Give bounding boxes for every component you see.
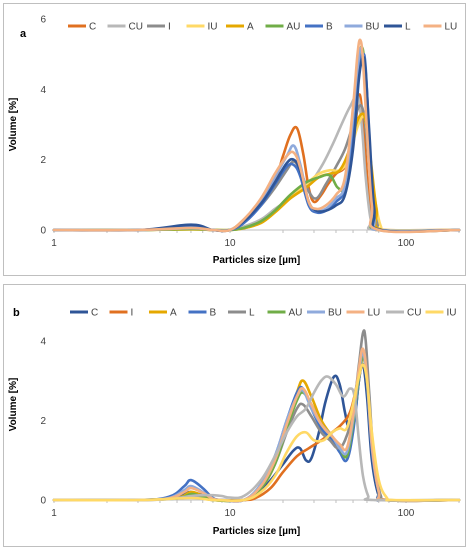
series-line-BU — [52, 351, 461, 503]
legend-label-C: C — [91, 308, 98, 319]
x-tick-label: 1 — [51, 508, 57, 519]
series-line-A — [52, 112, 461, 233]
y-tick-label: 6 — [40, 15, 46, 26]
legend-label-L: L — [405, 22, 411, 33]
y-tick-label: 0 — [40, 496, 46, 507]
legend-label-C: C — [89, 22, 96, 33]
panel-label-b: b — [13, 307, 20, 319]
legend-label-AU: AU — [287, 22, 301, 33]
x-tick-label: 10 — [224, 508, 236, 519]
x-axis-title: Particles size [µm] — [213, 526, 300, 537]
chart-svg-a: a 0 2 4 6 1 10 100 Particles size [µm] Volume [%]… — [8, 15, 461, 266]
legend-label-L: L — [249, 308, 255, 319]
series-line-L — [52, 329, 461, 503]
y-axis-title: Volume [%] — [8, 378, 19, 432]
legend-label-I: I — [131, 308, 134, 319]
legend-label-CU: CU — [129, 22, 143, 33]
legend-label-CU: CU — [407, 308, 421, 319]
panel-label-a: a — [20, 28, 27, 40]
x-tick-label: 100 — [398, 508, 415, 519]
x-tick-label: 10 — [224, 238, 236, 249]
legend-label-BU: BU — [366, 22, 380, 33]
x-tick-label: 1 — [51, 238, 57, 249]
legend-label-LU: LU — [368, 308, 381, 319]
chart-panel-b: b 0 2 4 1 10 100 Particles size [µm] Volume [%] C… — [3, 284, 466, 547]
series-line-C — [52, 362, 461, 502]
legend-label-BU: BU — [328, 308, 342, 319]
series-line-B — [52, 351, 461, 503]
y-tick-label: 4 — [40, 85, 46, 96]
chart-panel-a: a 0 2 4 6 1 10 100 Particles size [µm] Volume [%]… — [3, 3, 466, 276]
series-line-CU — [52, 375, 461, 502]
series-line-A — [52, 355, 461, 503]
legend-label-B: B — [326, 22, 333, 33]
x-axis-title: Particles size [µm] — [213, 255, 300, 266]
legend-label-AU: AU — [289, 308, 303, 319]
legend-label-B: B — [210, 308, 217, 319]
chart-svg-b: b 0 2 4 1 10 100 Particles size [µm] Volume [%] C… — [8, 307, 461, 537]
series-line-AU — [52, 355, 461, 503]
legend-label-A: A — [170, 308, 177, 319]
legend-label-LU: LU — [445, 22, 458, 33]
y-axis-title: Volume [%] — [8, 98, 19, 152]
series-line-I — [52, 350, 461, 503]
series-line-LU — [52, 347, 461, 503]
legend-label-I: I — [168, 22, 171, 33]
series-line-IU — [52, 114, 461, 232]
y-tick-label: 0 — [40, 226, 46, 237]
series-line-LU — [52, 38, 461, 234]
legend-label-IU: IU — [447, 308, 457, 319]
y-tick-label: 2 — [40, 155, 46, 166]
x-tick-label: 100 — [398, 238, 415, 249]
legend-label-IU: IU — [208, 22, 218, 33]
legend-label-A: A — [247, 22, 254, 33]
y-tick-label: 2 — [40, 416, 46, 427]
y-tick-label: 4 — [40, 336, 46, 347]
series-line-IU — [52, 363, 461, 503]
